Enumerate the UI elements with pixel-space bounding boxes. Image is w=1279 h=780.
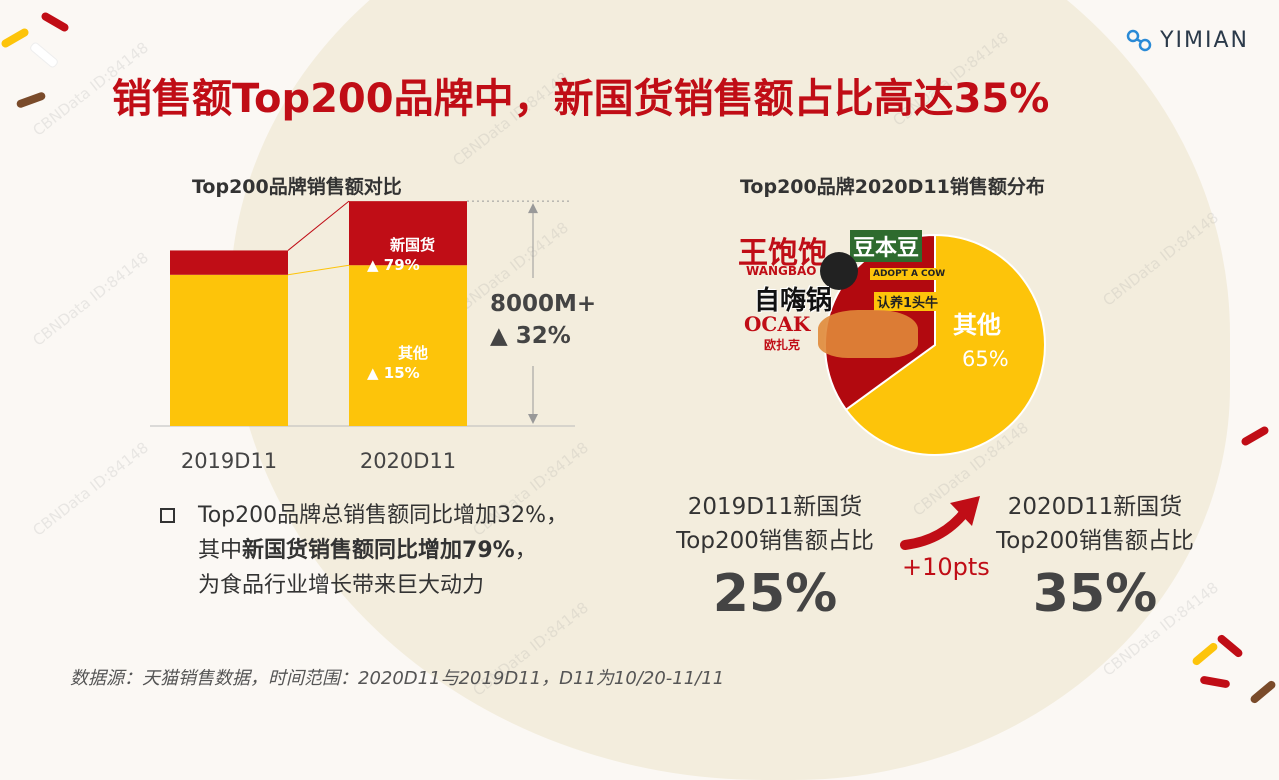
- share-2019-label-1: 2019D11新国货: [687, 494, 863, 520]
- x-tick-label: 2019D11: [181, 449, 277, 473]
- bird-icon: [820, 252, 858, 290]
- bullet-line-3: 为食品行业增长带来巨大动力: [198, 573, 485, 598]
- data-source-note: 数据源：天猫销售数据，时间范围：2020D11与2019D11，D11为10/2…: [70, 668, 725, 689]
- share-change-label: +10pts: [902, 553, 990, 581]
- brand-ouzhake: 欧扎克: [764, 338, 801, 352]
- brand-wangbao: 王饱饱: [738, 236, 828, 271]
- bar-segment: [170, 250, 288, 275]
- range-arrowhead: [528, 203, 538, 214]
- share-2019-label-2: Top200销售额占比: [676, 528, 874, 554]
- share-2020-label-2: Top200销售额占比: [996, 528, 1194, 554]
- connector-line: [287, 264, 350, 276]
- pie-slice-value: 65%: [962, 347, 1009, 371]
- segment-growth-new: ▲ 79%: [367, 256, 420, 274]
- page-title: 销售额Top200品牌中，新国货销售额占比高达35%: [112, 76, 1050, 122]
- total-growth-pct: ▲ 32%: [490, 323, 571, 349]
- logo-icon: [1126, 29, 1152, 51]
- brand-logo-cluster: 王饱饱 WANGBAO 豆本豆 自嗨锅 ADOPT A COW 认养1头牛 OC…: [738, 228, 949, 360]
- segment-growth-other: ▲ 15%: [367, 364, 420, 382]
- left-chart-title: Top200品牌销售额对比: [192, 176, 402, 198]
- pie-slice: [844, 233, 1046, 456]
- total-growth-note: 8000M+ ▲ 32%: [490, 288, 596, 352]
- logo-text: YIMIAN: [1160, 28, 1249, 53]
- squirrel-mascot-icon: [818, 310, 918, 358]
- pie-slice-label: 其他: [953, 311, 1001, 339]
- share-2020: 2020D11新国货 Top200销售额占比 35%: [982, 490, 1208, 624]
- brand-renyang: 认养1头牛: [874, 292, 942, 311]
- segment-label-other: 其他: [398, 344, 428, 362]
- right-chart-title: Top200品牌2020D11销售额分布: [740, 176, 1045, 198]
- share-2020-label-1: 2020D11新国货: [1007, 494, 1183, 520]
- share-2019-value: 25%: [712, 564, 838, 624]
- bar-segment: [349, 265, 467, 426]
- stacked-bar-chart: 2019D11 2020D11 新国货 ▲ 79% 其他 ▲ 15%: [150, 200, 575, 473]
- brand-doubendou: 豆本豆: [850, 230, 923, 262]
- range-arrowhead: [528, 414, 538, 424]
- total-growth-value: 8000M+: [490, 291, 597, 317]
- bullet-line-2: 其中新国货销售额同比增加79%，: [198, 538, 537, 563]
- share-2019: 2019D11新国货 Top200销售额占比 25%: [662, 490, 888, 624]
- segment-label-new: 新国货: [390, 236, 435, 254]
- bar-segment: [349, 201, 467, 266]
- bar-segment: [170, 274, 288, 426]
- summary-bullet: Top200品牌总销售额同比增加32%， 其中新国货销售额同比增加79%， 为食…: [160, 498, 568, 603]
- bullet-line-1: Top200品牌总销售额同比增加32%，: [198, 503, 569, 528]
- brand-adopt-a-cow: ADOPT A COW: [870, 268, 949, 280]
- connector-line: [287, 200, 350, 251]
- share-2020-value: 35%: [1032, 564, 1158, 624]
- trend-arrow-icon: [900, 496, 980, 550]
- yimian-logo: YIMIAN: [1126, 28, 1249, 53]
- x-tick-label: 2020D11: [360, 449, 456, 473]
- brand-wangbao-en: WANGBAO: [746, 264, 817, 278]
- brand-zihaiguo: 自嗨锅: [754, 286, 833, 316]
- brand-ocak: OCAK: [744, 312, 811, 336]
- checkbox-bullet-icon: [160, 508, 175, 523]
